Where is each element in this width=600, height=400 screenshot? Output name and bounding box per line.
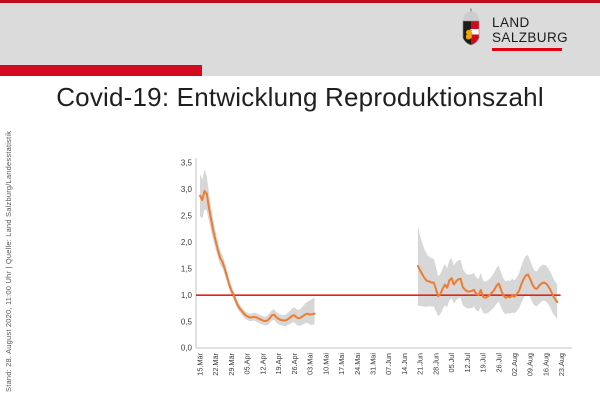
x-tick-label: 22.Mär [211,352,220,375]
x-tick-label: 03.Mai [306,353,315,375]
x-tick-label: 31.Mai [368,353,377,375]
logo-underline [492,48,563,51]
y-tick-label: 0,5 [181,317,193,326]
x-tick-label: 05.Apr [243,352,252,374]
x-tick-label: 12.Apr [258,352,267,374]
status-source-note: Stand: 28. August 2020, 11:00 Uhr | Quel… [4,130,13,392]
r-value-line [416,265,559,304]
y-tick-label: 2,5 [181,212,193,221]
chart-canvas: 0,0 0,5 1,0 1,5 2,0 2,5 3,0 3,5 15.Mär 22.Mär 29.M… [181,158,572,376]
x-tick-label: 12.Jul [463,353,472,373]
top-accent-line [0,0,600,3]
page-title: Covid-19: Entwicklung Reproduktionszahl [56,82,544,112]
x-tick-label: 19.Apr [274,352,283,374]
x-tick-label: 28.Jun [431,353,440,375]
x-tick-label: 26.Apr [290,352,299,374]
logo-text-land: LAND [492,15,530,30]
confidence-band [417,226,558,319]
crest-lion [465,28,473,40]
y-tick-label: 1,5 [181,264,193,273]
confidence-band [200,169,315,327]
r-value-line [199,190,316,323]
y-tick-label: 3,0 [181,185,193,194]
x-tick-label: 17.Mai [337,353,346,375]
x-tick-label: 10.Mai [321,353,330,375]
x-tick-label: 26.Jul [494,353,503,373]
x-tick-label: 15.Mär [196,352,205,375]
x-tick-label: 24.Mai [353,353,362,375]
red-accent-bar [0,65,202,76]
y-tick-label: 2,0 [181,238,193,247]
x-tick-label: 21.Jun [416,353,425,375]
y-tick-label: 0,0 [181,344,193,353]
reproduction-number-chart: 0,0 0,5 1,0 1,5 2,0 2,5 3,0 3,5 15.Mär 22.Mär 29.M… [140,150,590,398]
y-tick-label: 3,5 [181,159,193,168]
x-tick-label: 23.Aug [557,353,566,376]
x-tick-label: 02.Aug [510,353,519,376]
x-tick-label: 29.Mär [227,352,236,375]
x-tick-label: 19.Jul [479,353,488,373]
x-tick-label: 09.Aug [526,353,535,376]
x-tick-label: 07.Jun [384,353,393,375]
land-salzburg-logo: LAND SALZBURG [459,8,568,51]
x-tick-label: 16.Aug [541,353,550,376]
logo-text-salzburg: SALZBURG [492,30,568,45]
salzburg-crest-icon [462,8,480,46]
x-tick-label: 05.Jul [447,353,456,373]
x-tick-label: 14.Jun [400,353,409,375]
crest-fess [471,29,480,35]
header-band [0,3,600,76]
y-tick-label: 1,0 [181,291,193,300]
crest-crown [463,11,480,21]
